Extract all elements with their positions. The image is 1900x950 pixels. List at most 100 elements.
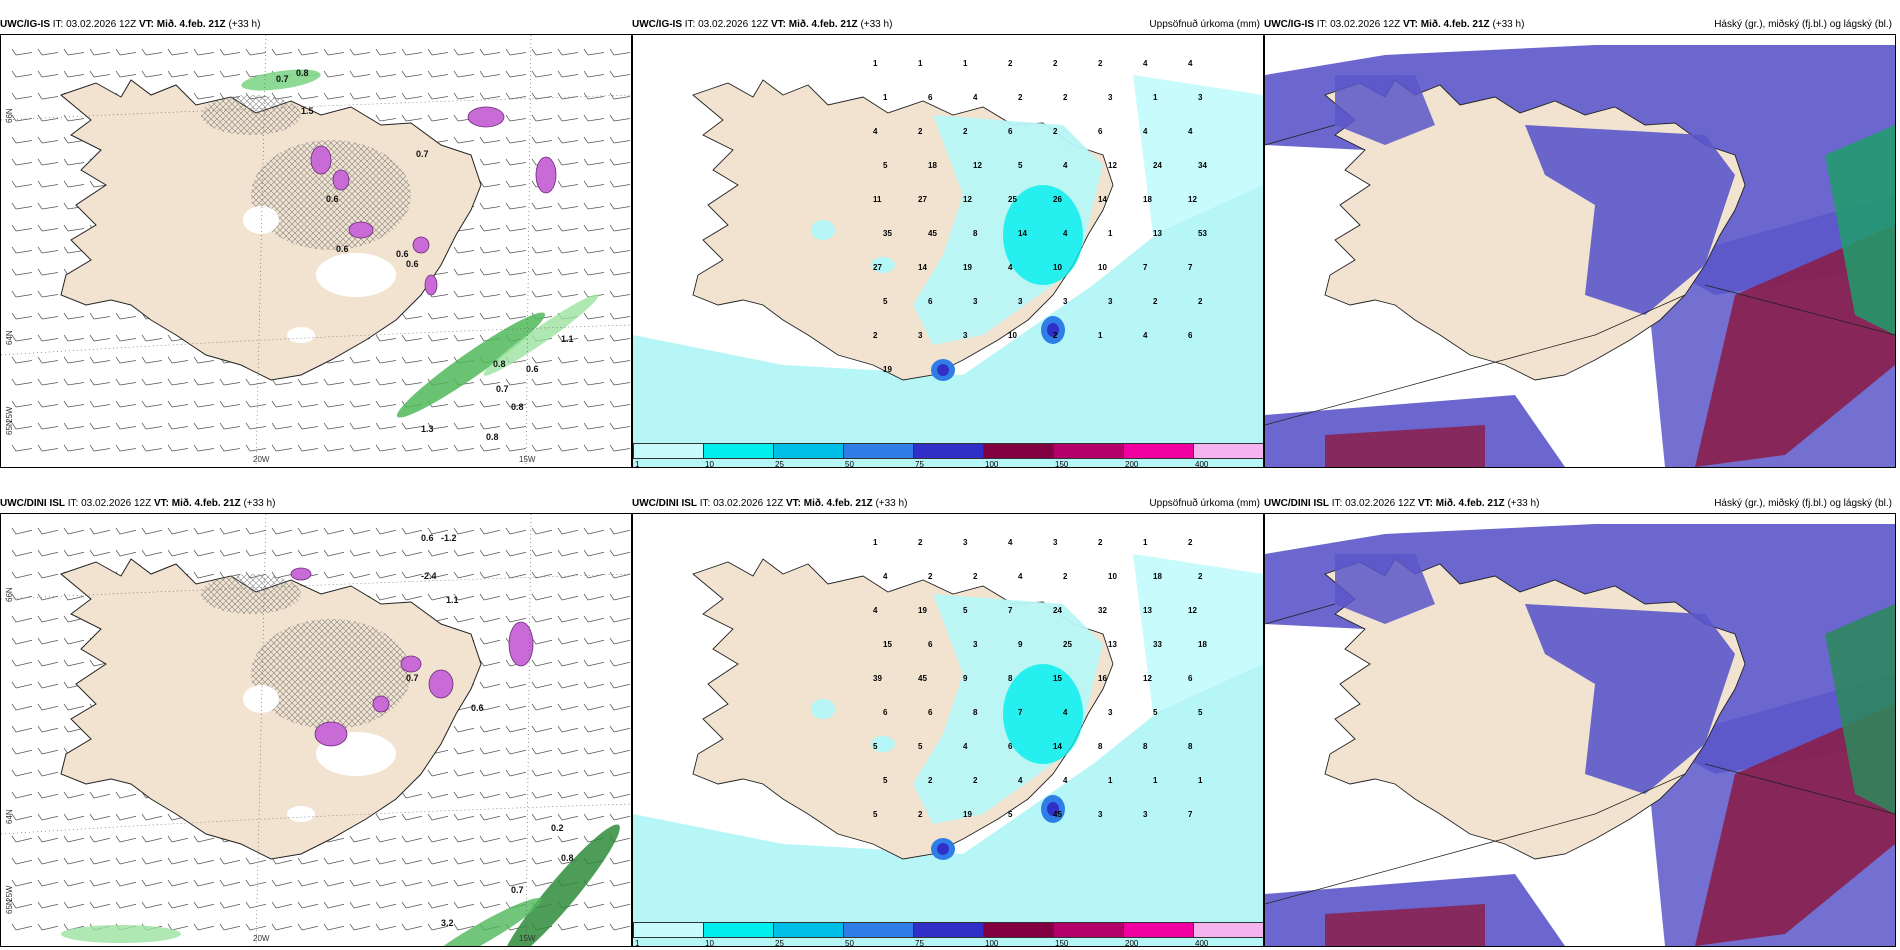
value-label: 4 — [1143, 127, 1148, 136]
value-label: 8 — [1008, 674, 1013, 683]
colorbar-cell — [773, 443, 844, 459]
value-label: 3 — [1108, 93, 1113, 102]
value-label: 3 — [1198, 93, 1203, 102]
wind-barb — [167, 857, 189, 865]
icing-hatch — [201, 574, 301, 614]
wind-barb — [427, 835, 449, 843]
wind-barb — [141, 422, 163, 430]
value-label: 12 — [1188, 606, 1197, 615]
wind-barb — [609, 593, 631, 601]
value-label: 6 — [1098, 127, 1103, 136]
value-label: 53 — [1198, 229, 1207, 238]
value-label: 7 — [1143, 263, 1148, 272]
wind-barb — [11, 158, 33, 166]
lead-time: (+33 h) — [860, 19, 893, 30]
wind-barb — [89, 422, 111, 430]
panel-header: UWC/IG-IS IT: 03.02.2026 12Z VT: Mið. 4.… — [0, 18, 632, 34]
wind-barb — [323, 422, 345, 430]
value-label: -2.4 — [421, 571, 437, 581]
wind-barb — [557, 681, 579, 689]
land-precip — [811, 115, 1103, 381]
wind-barb — [115, 334, 137, 342]
wind-barb — [63, 70, 85, 78]
wind-barb — [479, 703, 501, 711]
wind-barb — [609, 180, 631, 188]
wind-barb — [609, 857, 631, 865]
wind-barb — [583, 791, 605, 799]
value-label: 5 — [873, 742, 878, 751]
wind-barb — [453, 769, 475, 777]
value-label: 35 — [883, 229, 892, 238]
wind-barb — [583, 725, 605, 733]
wind-barb — [271, 422, 293, 430]
colorbar-tick: 50 — [845, 460, 854, 468]
value-label: 1 — [1143, 538, 1148, 547]
front-line — [1265, 773, 1686, 905]
wind-barb — [479, 769, 501, 777]
sea-precip — [633, 75, 1263, 467]
value-label: 2 — [1018, 93, 1023, 102]
front-line — [1265, 294, 1686, 426]
wind-barb — [505, 48, 527, 56]
wind-barb — [11, 48, 33, 56]
panel-dini-precip: UWC/DINI ISL IT: 03.02.2026 12Z VT: Mið.… — [632, 497, 1264, 947]
value-label: 12 — [973, 161, 982, 170]
model-name: UWC/DINI ISL — [1264, 498, 1329, 509]
value-label: 45 — [1053, 810, 1062, 819]
wind-barb — [11, 747, 33, 755]
value-label: 4 — [1143, 331, 1148, 340]
wind-barb — [11, 334, 33, 342]
wind-barb — [401, 813, 423, 821]
wind-barb — [479, 246, 501, 254]
wind-barb — [37, 593, 59, 601]
wind-barb — [115, 70, 137, 78]
lon-label: 15W — [519, 934, 536, 943]
wind-barb — [505, 444, 527, 452]
value-label: 2 — [1198, 297, 1203, 306]
value-label: 3 — [963, 538, 968, 547]
wind-barb — [609, 813, 631, 821]
wind-barb — [531, 791, 553, 799]
value-label: 4 — [1143, 59, 1148, 68]
wind-barb — [89, 378, 111, 386]
wind-barb — [427, 769, 449, 777]
wind-barb — [609, 879, 631, 887]
value-label: 1 — [1198, 776, 1203, 785]
freezing-area — [290, 567, 312, 581]
wind-barb — [609, 659, 631, 667]
wind-barb — [297, 378, 319, 386]
lat-label: 66N — [5, 587, 14, 602]
icing-hatch — [251, 140, 411, 250]
wind-barb — [453, 923, 475, 931]
wind-barb — [349, 527, 371, 535]
wind-barb — [167, 549, 189, 557]
valid-time: VT: Mið. 4.feb. 21Z — [1402, 19, 1490, 30]
value-label: 1 — [963, 59, 968, 68]
colorbar-tick: 50 — [845, 939, 854, 947]
wind-barb — [37, 813, 59, 821]
wind-barb — [427, 527, 449, 535]
wind-barb — [453, 334, 475, 342]
value-label: 2 — [1053, 331, 1058, 340]
wind-barb — [453, 593, 475, 601]
wind-barb — [479, 659, 501, 667]
wind-barb — [89, 356, 111, 364]
wind-barb — [11, 901, 33, 909]
value-label: 10 — [1008, 331, 1017, 340]
init-time: IT: 03.02.2026 12Z — [1316, 19, 1401, 30]
lon-label: 25W — [5, 406, 14, 423]
wind-barb — [427, 549, 449, 557]
value-label: 4 — [1188, 59, 1193, 68]
front-lines — [1265, 603, 1895, 905]
wind-barb — [557, 92, 579, 100]
valid-time: VT: Mið. 4.feb. 21Z — [1417, 498, 1505, 509]
valid-time: VT: Mið. 4.feb. 21Z — [770, 19, 858, 30]
wind-barb — [297, 857, 319, 865]
init-time: IT: 03.02.2026 12Z — [67, 498, 152, 509]
value-label: 2 — [1063, 93, 1068, 102]
wind-barb — [219, 901, 241, 909]
value-label: 0.7 — [416, 149, 429, 159]
wind-barb — [349, 378, 371, 386]
wind-barb — [115, 444, 137, 452]
wind-barb — [375, 813, 397, 821]
